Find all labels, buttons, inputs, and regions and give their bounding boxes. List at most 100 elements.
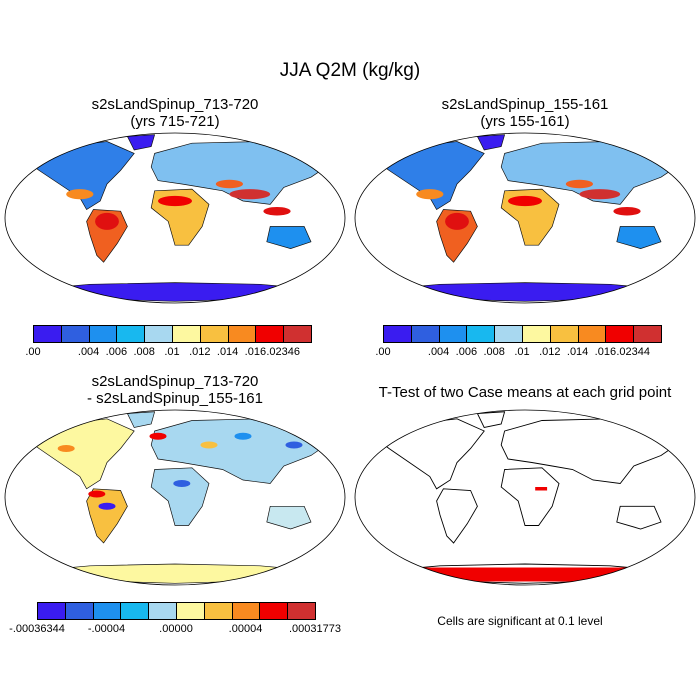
samerica-landmass [86,488,128,544]
colorbar-swatch [231,602,261,620]
humidity-hotspot [613,206,641,216]
colorbar-swatch [33,325,62,343]
antarctica-landmass [32,282,318,302]
greenland-landmass [476,411,506,429]
colorbar-tick-label: .01 [164,346,180,358]
colorbar-swatch [466,325,496,343]
map-border [354,132,696,304]
panel-2-title: s2sLandSpinup_155-161 (yrs 155-161) [441,96,609,130]
australia-landmass [266,505,312,530]
humidity-hotspot [508,195,542,207]
colorbar-tick-label: .008 [133,346,155,358]
colorbar-tick-label: .012 [189,346,211,358]
colorbar-tick-label: .006 [105,346,128,358]
colorbar-swatch [176,602,205,620]
colorbar-swatch [577,325,607,343]
colorbar-tick-label: .004 [77,346,100,358]
humidity-hotspot [95,212,119,230]
colorbar-3: -.00036344 -.00004 .00000 .00004 .00031773 [9,602,341,635]
samerica-landmass [436,488,478,544]
humidity-hotspot [445,212,469,230]
australia-landmass [616,505,662,530]
colorbar-swatch [410,325,440,343]
map-border [354,409,696,586]
colorbar-swatch [549,325,579,343]
colorbar-swatch [88,325,118,343]
colorbar-tick-label: .02344 [616,346,651,358]
colorbar-swatch [60,325,90,343]
difference-patch [285,441,303,449]
colorbar-tick-label: .016 [244,346,267,358]
colorbar-swatch [522,325,551,343]
map-border [4,132,346,304]
colorbar-swatch [120,602,150,620]
colorbar-swatch [199,325,229,343]
map-panel-3 [4,409,346,586]
colorbar-tick-label: .02346 [266,346,301,358]
colorbar-swatch [633,325,662,343]
colorbar-tick-label: .00000 [159,623,193,635]
colorbar-swatch [116,325,146,343]
colorbar-tick-label: -.00004 [87,623,126,635]
colorbar-swatch [144,325,173,343]
difference-patch [98,502,116,510]
significant-cells [382,567,668,582]
colorbar-swatch [203,602,233,620]
map-panel-4 [354,409,696,586]
map-panel-1 [4,132,346,304]
colorbar-swatch [438,325,468,343]
significant-cells [535,487,548,491]
colorbar-swatch [148,602,177,620]
colorbar-tick-label: .00004 [228,623,263,635]
antarctica-landmass [382,282,668,302]
colorbar-tick-label: .00 [25,346,41,358]
colorbar-tick-label: .014 [566,346,589,358]
colorbar-tick-label: .012 [539,346,561,358]
greenland-landmass [126,134,156,151]
panel-1-title: s2sLandSpinup_713-720 (yrs 715-721) [91,96,259,130]
colorbar-tick-label: .016 [594,346,617,358]
map-border [4,409,346,586]
colorbar-swatch [605,325,635,343]
significance-note: Cells are significant at 0.1 level [437,614,603,628]
greenland-landmass [476,134,506,151]
humidity-hotspot [215,179,243,189]
colorbar-tick-label: .01 [514,346,530,358]
australia-landmass [266,226,312,249]
colorbar-1: .00 .004 .006 .008 .01 .012 .014 .016.02346 [25,325,312,358]
colorbar-tick-label: .006 [455,346,478,358]
greenland-landmass [126,411,156,428]
humidity-hotspot [416,189,444,200]
figure-title: JJA Q2M (kg/kg) [279,60,421,81]
australia-landmass [616,226,662,249]
colorbar-swatch [92,602,122,620]
antarctica-landmass [32,563,318,584]
colorbar-tick-label: .014 [216,346,239,358]
colorbar-swatch [259,602,289,620]
difference-patch [200,441,218,449]
colorbar-tick-label: -.00036344 [9,623,65,635]
colorbar-swatch [37,602,66,620]
colorbar-swatch [255,325,285,343]
difference-patch [57,445,75,452]
panel-4-title: T-Test of two Case means at each grid po… [378,384,672,401]
africa-landmass [500,467,560,526]
humidity-hotspot [565,179,594,189]
difference-patch [173,480,191,487]
map-panel-2 [354,132,696,304]
colorbar-swatch [383,325,412,343]
difference-patch [234,432,252,440]
difference-patch [149,432,167,440]
colorbar-tick-label: .008 [483,346,505,358]
africa-landmass [150,467,210,526]
colorbar-tick-label: .00031773 [289,623,341,635]
humidity-hotspot [66,189,94,200]
colorbar-tick-label: .004 [427,346,450,358]
humidity-hotspot [229,189,271,200]
colorbar-swatch [494,325,523,343]
colorbar-swatch [287,602,316,620]
colorbar-tick-label: .00 [375,346,391,358]
difference-patch [88,490,106,498]
humidity-hotspot [263,206,291,216]
